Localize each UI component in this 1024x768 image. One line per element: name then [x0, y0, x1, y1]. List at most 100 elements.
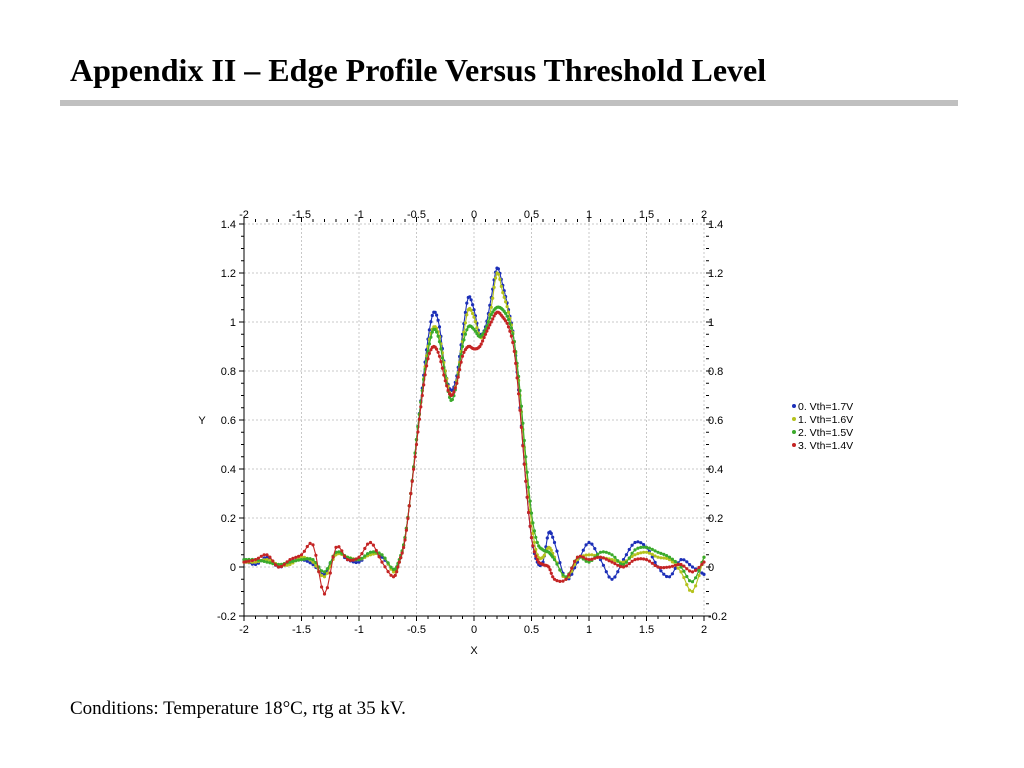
- data-point: [604, 570, 608, 574]
- data-point: [256, 556, 260, 560]
- data-point: [340, 549, 344, 553]
- data-point: [567, 573, 571, 577]
- data-point: [288, 558, 292, 562]
- data-point: [509, 334, 513, 338]
- legend-label: 3. Vth=1.4V: [798, 440, 853, 452]
- data-point: [561, 573, 565, 577]
- data-point: [662, 552, 666, 557]
- data-point: [667, 565, 672, 569]
- data-point: [581, 548, 585, 552]
- data-point: [511, 340, 515, 345]
- data-point: [700, 562, 704, 566]
- data-point: [627, 547, 631, 552]
- data-point: [253, 562, 258, 567]
- data-point: [437, 354, 442, 358]
- data-point: [499, 284, 503, 288]
- data-point: [377, 555, 381, 559]
- data-point: [621, 558, 626, 562]
- data-point: [483, 332, 488, 336]
- data-point: [532, 540, 537, 544]
- data-point: [325, 586, 329, 590]
- data-point: [262, 553, 266, 557]
- data-point: [667, 555, 672, 559]
- data-point: [485, 329, 489, 333]
- x-tick-label: 0: [471, 624, 477, 636]
- data-point: [601, 556, 606, 560]
- data-point: [472, 308, 476, 312]
- data-point: [437, 340, 442, 344]
- data-point: [549, 548, 553, 552]
- data-point: [343, 554, 347, 558]
- data-point: [268, 558, 272, 563]
- data-point: [494, 276, 498, 280]
- data-point: [690, 589, 695, 594]
- data-point: [311, 558, 315, 562]
- data-point: [496, 267, 500, 271]
- data-point: [374, 548, 378, 553]
- data-point: [670, 572, 675, 576]
- data-point: [653, 560, 657, 565]
- data-point: [496, 272, 500, 276]
- data-point: [265, 553, 269, 557]
- data-point: [445, 384, 449, 388]
- data-point: [446, 388, 450, 392]
- data-point: [662, 556, 666, 560]
- x-top-tick-label: -1: [354, 209, 364, 221]
- data-point: [610, 560, 614, 564]
- data-point: [676, 562, 680, 567]
- x-top-tick-label: -1.5: [292, 209, 311, 221]
- data-point: [274, 563, 278, 567]
- data-point: [482, 330, 486, 334]
- data-point: [498, 277, 502, 281]
- data-point: [604, 557, 608, 561]
- data-point: [697, 565, 701, 570]
- data-point: [670, 557, 675, 561]
- data-point: [688, 579, 692, 583]
- data-point: [311, 560, 315, 564]
- data-point: [305, 544, 309, 549]
- data-point: [613, 575, 617, 579]
- data-point: [564, 577, 568, 581]
- data-point: [665, 554, 669, 558]
- data-point: [279, 562, 283, 566]
- data-point: [357, 558, 361, 562]
- data-point: [639, 541, 643, 545]
- data-point: [529, 536, 534, 540]
- data-point: [522, 462, 526, 466]
- data-point: [404, 528, 408, 532]
- data-point: [514, 361, 518, 365]
- data-point: [348, 558, 352, 563]
- data-point: [512, 349, 516, 353]
- data-point: [439, 347, 443, 351]
- y-tick-label: -0.2: [217, 611, 236, 623]
- data-point: [694, 576, 698, 580]
- data-point: [673, 566, 677, 571]
- data-point: [653, 554, 657, 558]
- data-point: [653, 563, 657, 568]
- data-point: [460, 344, 465, 349]
- data-point: [598, 550, 603, 554]
- data-point: [581, 555, 585, 559]
- data-point: [621, 560, 626, 564]
- data-point: [488, 316, 492, 320]
- data-point: [584, 559, 588, 563]
- data-point: [505, 314, 509, 318]
- data-point: [521, 444, 525, 448]
- data-point: [642, 543, 646, 547]
- legend-marker: [792, 404, 796, 408]
- data-point: [584, 557, 588, 561]
- data-point: [268, 561, 272, 565]
- data-point: [429, 348, 433, 352]
- data-point: [524, 455, 528, 459]
- data-point: [357, 555, 361, 559]
- data-point: [442, 373, 446, 377]
- data-point: [665, 574, 669, 579]
- data-point: [492, 314, 496, 318]
- data-point: [308, 561, 312, 565]
- data-point: [519, 425, 524, 429]
- data-point: [368, 550, 373, 554]
- y-right-tick-label: 1: [708, 317, 714, 329]
- data-point: [433, 310, 437, 314]
- data-point: [436, 350, 440, 354]
- data-point: [469, 308, 473, 312]
